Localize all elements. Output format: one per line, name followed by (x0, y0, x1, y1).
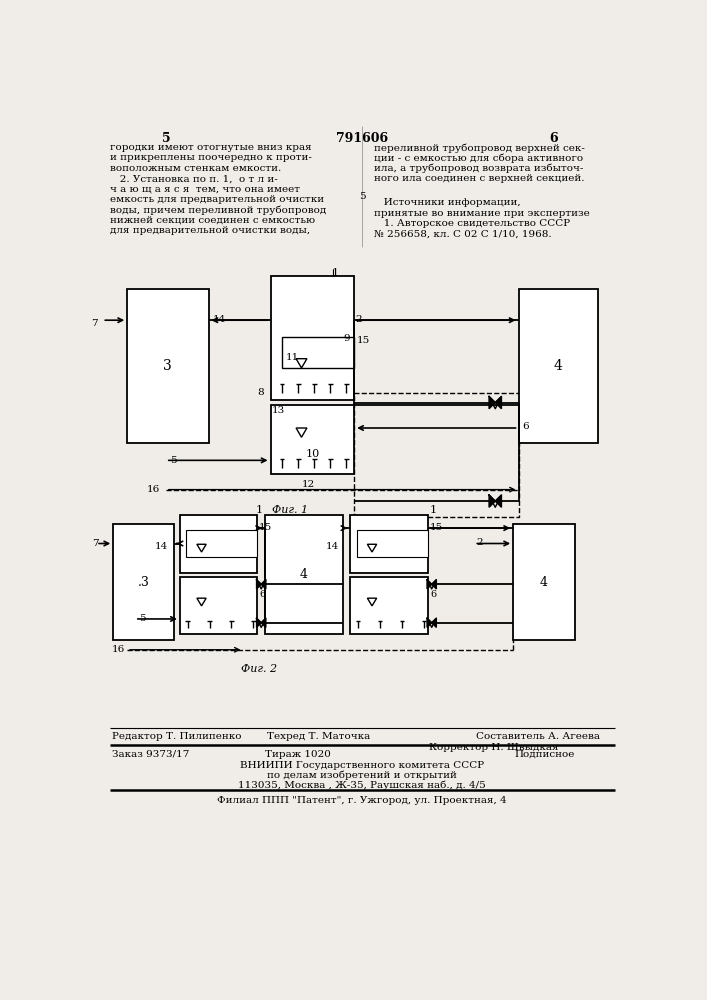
Bar (282, 337, 354, 368)
Text: Корректор Н. Швыдкая: Корректор Н. Швыдкая (429, 743, 559, 752)
Text: воды, причем переливной трубопровод: воды, причем переливной трубопровод (110, 205, 327, 215)
Polygon shape (489, 396, 495, 409)
Bar (113, 524, 174, 640)
Text: 2. Установка по п. 1,  о т л и-: 2. Установка по п. 1, о т л и- (110, 174, 278, 183)
Polygon shape (296, 428, 307, 437)
Text: воположным стенкам емкости.: воположным стенкам емкости. (110, 164, 281, 173)
Text: 5: 5 (139, 614, 146, 623)
Text: 3: 3 (163, 359, 172, 373)
Text: 9: 9 (344, 334, 351, 343)
Text: Фиг. 1: Фиг. 1 (271, 505, 308, 515)
Text: Тираж 1020: Тираж 1020 (264, 750, 331, 759)
Text: .3: .3 (137, 576, 149, 588)
Text: 4: 4 (540, 576, 548, 588)
Bar (180, 577, 257, 634)
Polygon shape (495, 495, 501, 507)
Bar (265, 515, 343, 634)
Text: по делам изобретений и открытий: по делам изобретений и открытий (267, 771, 457, 780)
Text: Фиг. 2: Фиг. 2 (241, 664, 277, 674)
Text: ила, а трубопровод возврата избыточ-: ила, а трубопровод возврата избыточ- (373, 164, 583, 173)
Text: Филиал ППП "Патент", г. Ужгород, ул. Проектная, 4: Филиал ППП "Патент", г. Ужгород, ул. Про… (217, 796, 507, 805)
Text: 5: 5 (170, 456, 176, 465)
Text: 12: 12 (302, 480, 315, 489)
Bar (351, 577, 428, 634)
Polygon shape (368, 598, 377, 606)
Text: 6: 6 (259, 590, 266, 599)
Polygon shape (296, 359, 307, 368)
Text: 1: 1 (255, 505, 262, 515)
Bar (354, 393, 518, 517)
Text: ВНИИПИ Государственного комитета СССР: ВНИИПИ Государственного комитета СССР (240, 761, 484, 770)
Bar (513, 524, 575, 640)
Bar (127, 289, 209, 443)
Text: Источники информации,: Источники информации, (373, 198, 520, 207)
Text: ного ила соединен с верхней секцией.: ного ила соединен с верхней секцией. (373, 174, 584, 183)
Polygon shape (427, 580, 432, 589)
Polygon shape (197, 544, 206, 552)
Text: Техред Т. Маточка: Техред Т. Маточка (267, 732, 370, 741)
Text: 13: 13 (272, 406, 286, 415)
Text: и прикреплены поочередно к проти-: и прикреплены поочередно к проти- (110, 153, 312, 162)
Text: Подписное: Подписное (515, 750, 575, 759)
Polygon shape (432, 580, 436, 589)
Text: 15: 15 (259, 523, 272, 532)
Text: 14: 14 (155, 542, 168, 551)
Text: 14: 14 (325, 542, 339, 551)
Text: 2: 2 (356, 315, 363, 324)
Text: 11: 11 (286, 353, 299, 362)
Bar (356, 530, 428, 557)
Text: емкость для предварительной очистки: емкость для предварительной очистки (110, 195, 325, 204)
Text: 14: 14 (212, 315, 226, 324)
Text: Составитель А. Агеева: Составитель А. Агеева (476, 732, 600, 741)
Bar (271, 276, 354, 400)
Text: 6: 6 (522, 422, 529, 431)
Text: 16: 16 (112, 645, 125, 654)
Text: принятые во внимание при экспертизе: принятые во внимание при экспертизе (373, 209, 590, 218)
Polygon shape (257, 618, 261, 627)
Text: 1: 1 (430, 505, 437, 515)
Text: 4: 4 (300, 568, 308, 581)
Bar (271, 405, 354, 474)
Text: 5: 5 (359, 192, 366, 201)
Polygon shape (368, 544, 377, 552)
Bar (351, 515, 428, 573)
Polygon shape (261, 618, 266, 627)
Text: 6: 6 (549, 132, 558, 145)
Text: ции - с емкостью для сбора активного: ции - с емкостью для сбора активного (373, 153, 583, 163)
Polygon shape (495, 396, 501, 409)
Text: 5: 5 (162, 132, 170, 145)
Text: Редактор Т. Пилипенко: Редактор Т. Пилипенко (112, 732, 241, 741)
Text: 1. Авторское свидетельство СССР: 1. Авторское свидетельство СССР (373, 219, 570, 228)
Text: № 256658, кл. С 02 С 1/10, 1968.: № 256658, кл. С 02 С 1/10, 1968. (373, 229, 551, 238)
Text: 791606: 791606 (336, 132, 388, 145)
Text: городки имеют отогнутые вниз края: городки имеют отогнутые вниз края (110, 143, 312, 152)
Bar (180, 515, 257, 573)
Polygon shape (197, 598, 206, 606)
Text: нижней секции соединен с емкостью: нижней секции соединен с емкостью (110, 216, 315, 225)
Polygon shape (257, 580, 261, 589)
Bar (186, 530, 257, 557)
Text: 7: 7 (91, 319, 98, 328)
Text: 15: 15 (429, 523, 443, 532)
Text: Заказ 9373/17: Заказ 9373/17 (112, 750, 189, 759)
Text: 16: 16 (146, 485, 160, 494)
Text: 10: 10 (305, 449, 320, 459)
Polygon shape (432, 618, 436, 627)
Text: 15: 15 (356, 336, 370, 345)
Text: для предварительной очистки воды,: для предварительной очистки воды, (110, 226, 310, 235)
Text: 7: 7 (92, 539, 99, 548)
Text: 1: 1 (332, 268, 339, 278)
Text: 8: 8 (257, 388, 264, 397)
Polygon shape (489, 495, 495, 507)
Text: 4: 4 (554, 359, 563, 373)
Text: 6: 6 (430, 590, 436, 599)
Text: 2: 2 (476, 538, 482, 547)
Text: 113035, Москва , Ж-35, Раушская наб., д. 4/5: 113035, Москва , Ж-35, Раушская наб., д.… (238, 781, 486, 790)
Text: ч а ю щ а я с я  тем, что она имеет: ч а ю щ а я с я тем, что она имеет (110, 185, 300, 194)
Polygon shape (261, 580, 266, 589)
Bar (518, 289, 597, 443)
Text: переливной трубопровод верхней сек-: переливной трубопровод верхней сек- (373, 143, 585, 153)
Polygon shape (427, 618, 432, 627)
